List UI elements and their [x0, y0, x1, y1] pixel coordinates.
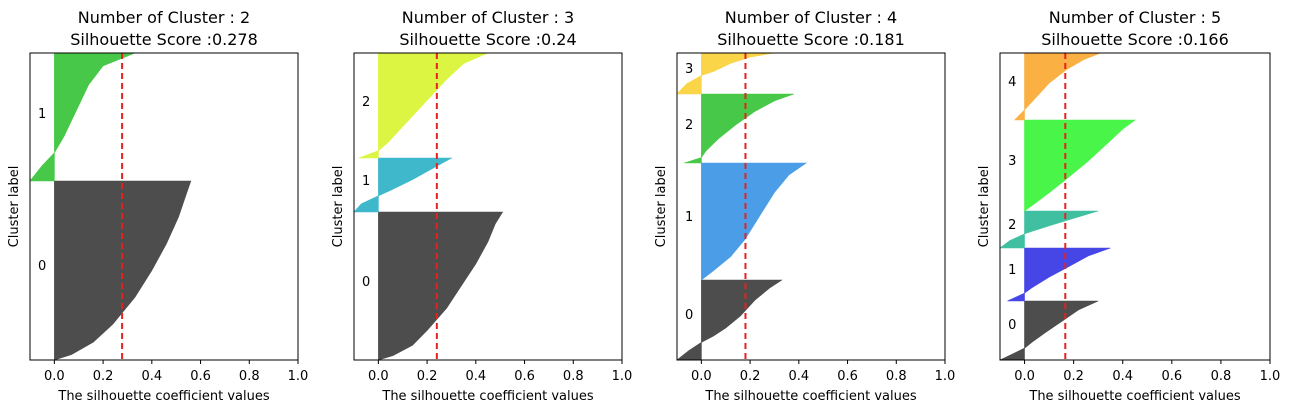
cluster-label-4: 4: [1008, 75, 1016, 90]
cluster-label-1: 1: [685, 210, 693, 225]
x-tick-label: 1.0: [288, 369, 309, 384]
cluster-area-0: [54, 180, 192, 361]
cluster-label-1: 1: [1008, 263, 1016, 278]
y-axis-label: Cluster label: [977, 166, 992, 248]
cluster-area-0: [378, 211, 504, 361]
plot-frame: [29, 52, 299, 361]
x-tick-label: 0.6: [837, 369, 858, 384]
y-axis-label: Cluster label: [654, 166, 669, 248]
cluster-label-1: 1: [362, 174, 370, 189]
cluster-area-1: [353, 157, 453, 213]
cluster-label-0: 0: [685, 308, 693, 323]
chart-subtitle: Silhouette Score :0.166: [1041, 30, 1229, 49]
cluster-area-1: [1007, 247, 1111, 302]
plot-frame: [353, 52, 623, 361]
cluster-area-2: [358, 52, 489, 159]
x-tick-label: 0.8: [886, 369, 907, 384]
plot-frame: [999, 52, 1271, 361]
cluster-label-3: 3: [1008, 154, 1016, 169]
cluster-label-3: 3: [685, 62, 693, 77]
chart-subtitle: Silhouette Score :0.181: [717, 30, 905, 49]
cluster-label-2: 2: [685, 118, 693, 133]
x-tick-label: 0.6: [190, 369, 211, 384]
x-tick-label: 0.2: [740, 369, 761, 384]
plot-frame: [676, 52, 946, 361]
cluster-area-1: [701, 162, 808, 281]
x-tick-label: 0.8: [239, 369, 260, 384]
x-axis-label: The silhouette coefficient values: [381, 389, 593, 404]
x-axis-label: The silhouette coefficient values: [57, 389, 269, 404]
cluster-label-0: 0: [1008, 318, 1016, 333]
x-tick-label: 0.2: [1063, 369, 1084, 384]
x-tick-label: 0.4: [465, 369, 486, 384]
chart-subtitle: Silhouette Score :0.24: [399, 30, 576, 49]
x-tick-label: 0.6: [1161, 369, 1182, 384]
cluster-area-1: [29, 52, 135, 182]
chart-title: Number of Cluster : 3: [402, 8, 574, 27]
cluster-area-4: [1013, 52, 1101, 121]
x-tick-label: 0.0: [44, 369, 65, 384]
x-tick-label: 1.0: [935, 369, 956, 384]
x-tick-label: 1.0: [1260, 369, 1281, 384]
silhouette-panel-2: 0 1 2 0.0 0.2 0.4 0.6 0.8 1.0 The silhouette coef…: [331, 8, 632, 404]
chart-title: Number of Cluster : 5: [1049, 8, 1221, 27]
x-tick-label: 0.2: [417, 369, 438, 384]
x-tick-label: 0.4: [141, 369, 162, 384]
y-axis-label: Cluster label: [7, 166, 22, 248]
chart-title: Number of Cluster : 4: [725, 8, 897, 27]
x-tick-label: 1.0: [612, 369, 633, 384]
x-axis-label: The silhouette coefficient values: [704, 389, 916, 404]
silhouette-panel-1: 0 1 0.0 0.2 0.4 0.6 0.8 1.0 The silhouette coeff…: [7, 8, 308, 404]
cluster-label-2: 2: [362, 95, 370, 110]
x-tick-label: 0.0: [691, 369, 712, 384]
x-tick-label: 0.8: [1211, 369, 1232, 384]
silhouette-panel-3: 0 1 2 3 0.0 0.2 0.4 0.6 0.8 1.0 The silhouette coe…: [654, 8, 955, 404]
x-tick-label: 0.0: [368, 369, 389, 384]
cluster-area-2: [999, 210, 1099, 249]
cluster-label-2: 2: [1008, 218, 1016, 233]
cluster-area-3: [676, 52, 775, 95]
chart-title: Number of Cluster : 2: [78, 8, 250, 27]
x-tick-label: 0.2: [93, 369, 114, 384]
cluster-label-0: 0: [362, 275, 370, 290]
x-tick-label: 0.0: [1014, 369, 1035, 384]
y-axis-label: Cluster label: [331, 166, 346, 248]
x-tick-label: 0.4: [788, 369, 809, 384]
x-axis-label: The silhouette coefficient values: [1028, 389, 1240, 404]
cluster-area-2: [684, 93, 795, 164]
cluster-label-1: 1: [38, 107, 46, 122]
x-tick-label: 0.6: [514, 369, 535, 384]
chart-subtitle: Silhouette Score :0.278: [70, 30, 258, 49]
cluster-area-3: [1024, 119, 1136, 212]
x-tick-label: 0.4: [1112, 369, 1133, 384]
cluster-label-0: 0: [38, 259, 46, 274]
silhouette-panel-4: 0 1 2 3 4 0.0 0.2 0.4 0.6 0.8 1.0 The silhouette co…: [977, 8, 1280, 404]
x-tick-label: 0.8: [563, 369, 584, 384]
